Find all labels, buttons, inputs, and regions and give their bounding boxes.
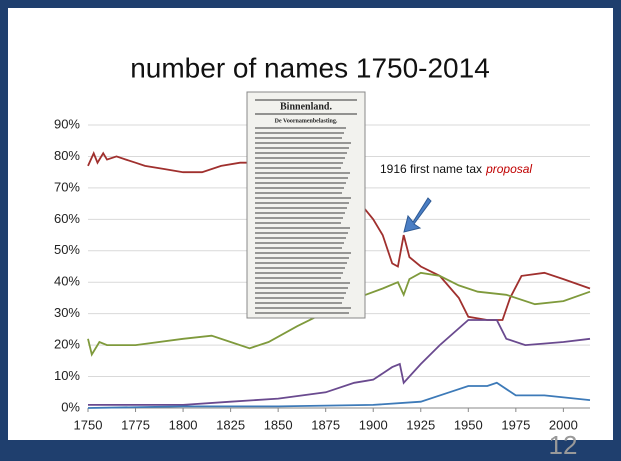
series-line: [87, 271, 591, 357]
x-tick-label: 1975: [501, 417, 530, 432]
plot: 0% 10% 20% 30% 40% 50% 60% 70% 80% 90% 1750 1775 180…: [54, 116, 591, 432]
clipping-heading: Binnenland.: [280, 101, 332, 112]
arrow: [403, 197, 432, 233]
y-tick-label: 30%: [54, 305, 80, 320]
newspaper-clipping: Binnenland. De Voornamenbelasting.: [246, 91, 366, 319]
page-number: 12: [549, 430, 578, 460]
x-tick-label: 1775: [121, 417, 150, 432]
x-tick-label: 1800: [169, 417, 198, 432]
clipping-subheading: De Voornamenbelasting.: [275, 118, 338, 124]
annotation-emphasis: proposal: [485, 162, 532, 176]
x-tick-label: 1750: [74, 417, 103, 432]
x-tick-label: 1850: [264, 417, 293, 432]
series-line: [88, 319, 591, 406]
slide-title: number of names 1750-2014: [130, 52, 490, 83]
annotation: 1916 first name tax proposal: [380, 162, 532, 176]
x-tick-label: 1825: [216, 417, 245, 432]
x-tick-label: 1900: [359, 417, 388, 432]
y-tick-label: 70%: [54, 179, 80, 194]
annotation-text: 1916 first name tax: [380, 162, 482, 176]
y-tick-label: 0%: [61, 399, 80, 414]
clipping-paper: [246, 91, 366, 319]
x-tick-label: 2000: [549, 417, 578, 432]
series-line: [87, 381, 591, 409]
y-tick-label: 10%: [54, 368, 80, 383]
x-tick-label: 1950: [454, 417, 483, 432]
y-tick-label: 20%: [54, 337, 80, 352]
clipping-text-lines: [255, 127, 351, 314]
y-tick-label: 40%: [54, 274, 80, 289]
x-tick-label: 1925: [406, 417, 435, 432]
y-tick-label: 80%: [54, 148, 80, 163]
y-tick-label: 50%: [54, 242, 80, 257]
y-tick-label: 60%: [54, 211, 80, 226]
y-tick-label: 90%: [54, 116, 80, 131]
x-tick-label: 1875: [311, 417, 340, 432]
